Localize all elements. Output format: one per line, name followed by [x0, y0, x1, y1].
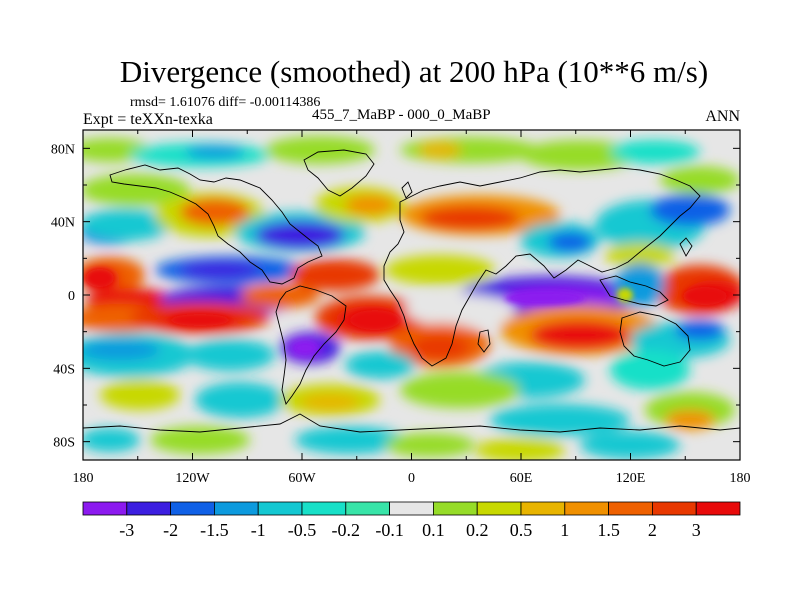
colorbar-swatch: [301, 501, 347, 516]
x-tick-label: 180: [730, 471, 751, 486]
y-tick-label: 40S: [53, 362, 75, 377]
colorbar: -3 -2 -1.5 -1 -0.5 -0.2 -0.1 0.1 0.2 0.5 1 1.5 2 3: [82, 501, 741, 540]
x-tick-label: 120E: [616, 471, 646, 486]
colorbar-swatch: [476, 501, 522, 516]
colorbar-label: -0.1: [375, 520, 404, 540]
y-tick-label: 40N: [51, 216, 75, 231]
colorbar-swatch: [126, 501, 172, 516]
x-tick-label: 120W: [175, 471, 210, 486]
coast-madagascar: [477, 329, 491, 353]
experiment-label: Expt = teXXn-texka: [83, 111, 213, 128]
colorbar-swatch: [345, 501, 390, 516]
coast-north-america: [109, 164, 323, 285]
colorbar-label: -1: [251, 520, 266, 540]
coast-south-america: [275, 285, 347, 405]
x-tick-label: 180: [73, 471, 94, 486]
plot-title: Divergence (smoothed) at 200 hPa (10**6 …: [119, 54, 709, 89]
colorbar-label: 0.1: [422, 520, 445, 540]
colorbar-label: -0.2: [332, 520, 361, 540]
coast-greenland: [303, 149, 375, 197]
y-tick-label: 80S: [53, 436, 75, 451]
case-names: 455_7_MaBP - 000_0_MaBP: [312, 107, 491, 123]
colorbar-swatch: [432, 501, 478, 516]
x-tick-label: 60E: [510, 471, 533, 486]
coast-southeast-asia: [599, 275, 669, 307]
colorbar-label: -3: [119, 520, 134, 540]
colorbar-label: 0.2: [466, 520, 489, 540]
colorbar-swatch: [695, 501, 741, 516]
x-tick-label: 60W: [288, 471, 316, 486]
y-tick-label: 0: [68, 289, 75, 304]
colorbar-swatch: [213, 501, 259, 516]
colorbar-swatch: [608, 501, 653, 516]
coast-australia: [619, 311, 691, 367]
colorbar-swatch: [82, 501, 128, 516]
colorbar-label: 1.5: [597, 520, 620, 540]
x-tick-label: 0: [408, 471, 415, 486]
rmsd-stats: rmsd= 1.61076 diff= -0.00114386: [130, 95, 321, 110]
colorbar-swatch: [170, 501, 215, 516]
divergence-field: [83, 136, 740, 460]
colorbar-swatch: [520, 501, 566, 516]
colorbar-swatch: [564, 501, 609, 516]
colorbar-swatch: [257, 501, 303, 516]
colorbar-label: 0.5: [510, 520, 533, 540]
y-axis: 80N 40N 0 40S 80S: [51, 142, 740, 451]
map-panel: [83, 130, 740, 460]
colorbar-swatch: [389, 501, 434, 516]
colorbar-label: -0.5: [288, 520, 317, 540]
colorbar-swatch: [652, 501, 697, 516]
coast-uk: [401, 181, 413, 199]
coast-antarctica: [83, 413, 740, 433]
colorbar-label: -1.5: [200, 520, 229, 540]
colorbar-label: -2: [163, 520, 178, 540]
colorbar-label: 3: [692, 520, 701, 540]
continent-outlines: [83, 149, 740, 433]
season-label: ANN: [705, 108, 740, 125]
coast-japan: [679, 237, 693, 257]
coast-eurasia-africa: [383, 167, 701, 367]
colorbar-label: 1: [560, 520, 569, 540]
x-axis: 180 120W 60W 0 60E 120E 180: [73, 130, 751, 486]
y-tick-label: 80N: [51, 142, 75, 157]
colorbar-label: 2: [648, 520, 657, 540]
